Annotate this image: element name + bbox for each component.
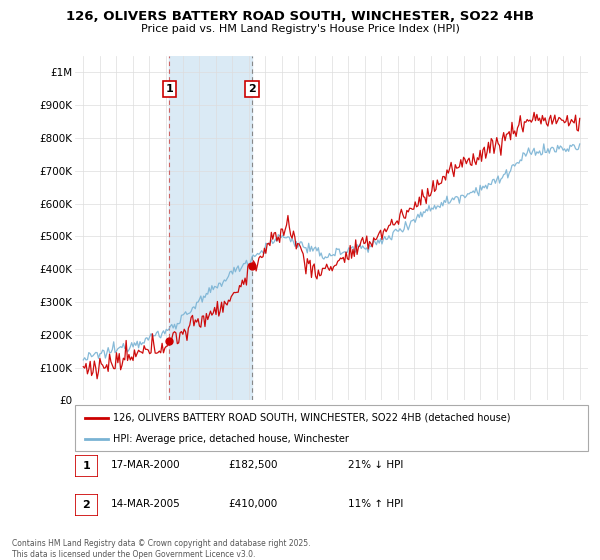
Text: 126, OLIVERS BATTERY ROAD SOUTH, WINCHESTER, SO22 4HB: 126, OLIVERS BATTERY ROAD SOUTH, WINCHES…: [66, 10, 534, 24]
Text: HPI: Average price, detached house, Winchester: HPI: Average price, detached house, Winc…: [113, 435, 349, 444]
Text: Contains HM Land Registry data © Crown copyright and database right 2025.
This d: Contains HM Land Registry data © Crown c…: [12, 539, 311, 559]
Text: 1: 1: [83, 461, 90, 471]
Text: 14-MAR-2005: 14-MAR-2005: [111, 499, 181, 509]
Text: Price paid vs. HM Land Registry's House Price Index (HPI): Price paid vs. HM Land Registry's House …: [140, 24, 460, 34]
Text: 11% ↑ HPI: 11% ↑ HPI: [348, 499, 403, 509]
Text: 1: 1: [166, 84, 173, 94]
Text: 17-MAR-2000: 17-MAR-2000: [111, 460, 181, 470]
Text: 2: 2: [83, 500, 90, 510]
Text: 2: 2: [248, 84, 256, 94]
Bar: [169, 56, 252, 400]
Text: £410,000: £410,000: [228, 499, 277, 509]
Text: £182,500: £182,500: [228, 460, 277, 470]
FancyBboxPatch shape: [75, 405, 588, 451]
Text: 21% ↓ HPI: 21% ↓ HPI: [348, 460, 403, 470]
Text: 126, OLIVERS BATTERY ROAD SOUTH, WINCHESTER, SO22 4HB (detached house): 126, OLIVERS BATTERY ROAD SOUTH, WINCHES…: [113, 413, 511, 423]
